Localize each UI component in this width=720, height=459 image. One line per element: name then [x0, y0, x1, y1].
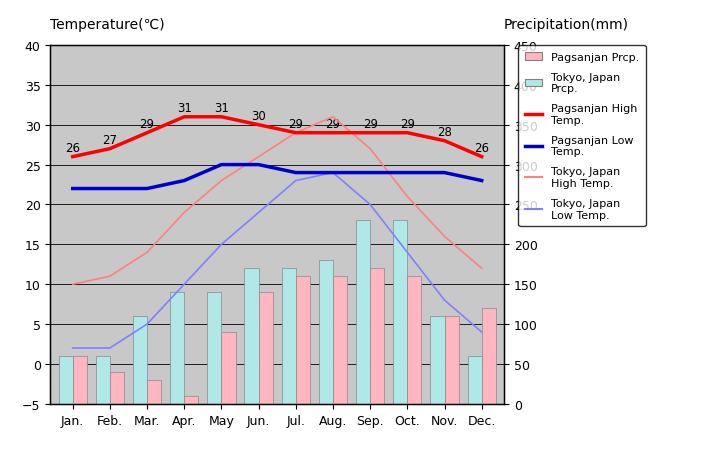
- Text: 28: 28: [437, 126, 452, 139]
- Text: 26: 26: [66, 142, 80, 155]
- Text: 29: 29: [140, 118, 155, 131]
- Bar: [222, 332, 235, 404]
- Text: 27: 27: [102, 134, 117, 147]
- Bar: [170, 292, 184, 404]
- Bar: [207, 292, 222, 404]
- Bar: [431, 316, 444, 404]
- Bar: [408, 277, 421, 404]
- Bar: [245, 269, 258, 404]
- Text: 31: 31: [214, 102, 229, 115]
- Text: 26: 26: [474, 142, 489, 155]
- Text: 30: 30: [251, 110, 266, 123]
- Text: 29: 29: [363, 118, 378, 131]
- Text: 29: 29: [400, 118, 415, 131]
- Bar: [73, 356, 87, 404]
- Bar: [467, 356, 482, 404]
- Text: Precipitation(mm): Precipitation(mm): [504, 18, 629, 32]
- Bar: [296, 277, 310, 404]
- Bar: [482, 308, 496, 404]
- Bar: [184, 396, 199, 404]
- Bar: [319, 261, 333, 404]
- Text: 31: 31: [177, 102, 192, 115]
- Bar: [444, 316, 459, 404]
- Bar: [356, 221, 370, 404]
- Bar: [333, 277, 347, 404]
- Bar: [282, 269, 296, 404]
- Bar: [147, 380, 161, 404]
- Bar: [370, 269, 384, 404]
- Bar: [258, 292, 273, 404]
- Bar: [58, 356, 73, 404]
- Text: 29: 29: [325, 118, 341, 131]
- Bar: [393, 221, 408, 404]
- Text: 29: 29: [288, 118, 303, 131]
- Legend: Pagsanjan Prcp., Tokyo, Japan
Prcp., Pagsanjan High
Temp., Pagsanjan Low
Temp., : Pagsanjan Prcp., Tokyo, Japan Prcp., Pag…: [518, 46, 646, 227]
- Bar: [96, 356, 110, 404]
- Bar: [110, 372, 124, 404]
- Bar: [133, 316, 147, 404]
- Text: Temperature(℃): Temperature(℃): [50, 18, 165, 32]
